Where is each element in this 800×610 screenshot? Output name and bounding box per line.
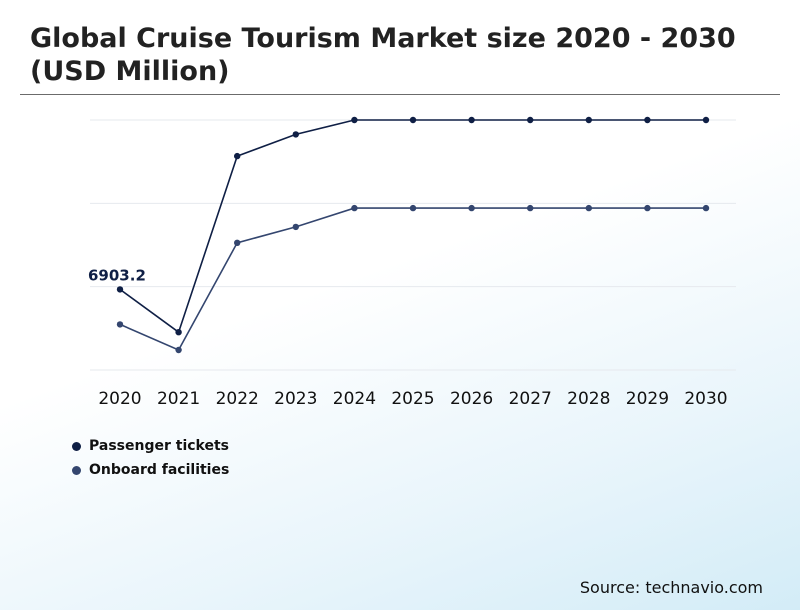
x-tick-label: 2023 (274, 389, 317, 409)
series-lines (119, 119, 706, 352)
x-tick-label: 2027 (509, 389, 552, 409)
x-tick-label: 2029 (626, 389, 669, 409)
data-point[interactable] (468, 204, 475, 212)
data-point[interactable] (585, 116, 592, 124)
data-point[interactable] (116, 321, 124, 328)
data-point[interactable] (234, 239, 241, 246)
data-point[interactable] (702, 116, 710, 124)
data-point[interactable] (585, 204, 592, 212)
legend-label: Onboard facilities (89, 462, 230, 478)
legend-item-onboard-facilities[interactable]: Onboard facilities (72, 458, 229, 482)
chart-title: Global Cruise Tourism Market size 2020 -… (30, 23, 736, 87)
data-point[interactable] (527, 204, 534, 212)
series-points (116, 116, 710, 354)
legend: Passenger tickets Onboard facilities (72, 434, 229, 482)
x-tick-label: 2026 (450, 389, 493, 409)
x-tick-label: 2030 (684, 389, 727, 409)
x-tick-label: 2025 (391, 389, 434, 409)
data-point[interactable] (292, 223, 299, 231)
data-point[interactable] (409, 204, 417, 212)
data-point[interactable] (351, 204, 358, 212)
legend-marker-icon (72, 441, 81, 451)
data-point[interactable] (292, 131, 299, 138)
data-label: 6903.2 (88, 266, 146, 284)
data-point[interactable] (702, 204, 710, 212)
data-point[interactable] (409, 116, 417, 124)
series-line-passenger-tickets (119, 119, 706, 334)
data-point[interactable] (644, 204, 651, 212)
legend-marker-icon (72, 465, 81, 475)
data-point[interactable] (468, 116, 475, 124)
source-credit: Source: technavio.com (579, 578, 763, 597)
title-divider (20, 94, 780, 95)
axis-labels: 2020 2021 2022 2023 2024 2025 2026 2027 2028 2029… (88, 266, 728, 409)
x-tick-label: 2028 (567, 389, 610, 409)
legend-item-passenger-tickets[interactable]: Passenger tickets (72, 434, 229, 458)
x-tick-label: 2020 (98, 389, 141, 409)
gridlines (90, 119, 736, 371)
legend-label: Passenger tickets (89, 438, 229, 454)
data-point[interactable] (175, 329, 182, 336)
data-point[interactable] (351, 116, 358, 124)
series-line-onboard-facilities (119, 207, 706, 352)
data-point[interactable] (527, 116, 534, 124)
x-tick-label: 2022 (216, 389, 259, 409)
x-tick-label: 2024 (333, 389, 376, 409)
x-tick-label: 2021 (157, 389, 200, 409)
data-point[interactable] (644, 116, 651, 124)
data-point[interactable] (116, 286, 124, 293)
data-point[interactable] (175, 346, 182, 354)
data-point[interactable] (234, 152, 241, 160)
